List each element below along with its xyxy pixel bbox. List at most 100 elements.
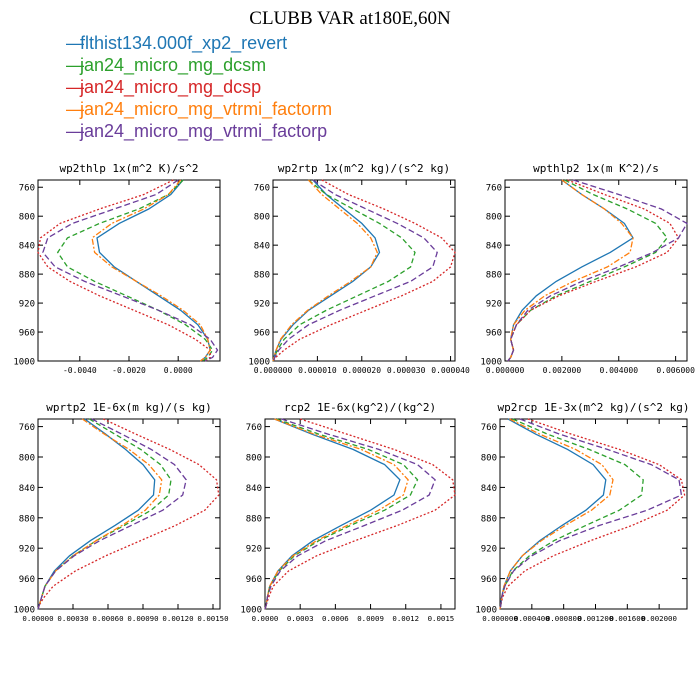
x-tick-label: 0.001200 — [578, 614, 614, 623]
y-tick-label: 920 — [486, 300, 502, 310]
legend-label: flthist134.000f_xp2_revert — [80, 33, 288, 53]
plot-frame — [264, 418, 456, 610]
y-tick-label: 800 — [19, 454, 35, 464]
y-tick-label: 960 — [486, 329, 502, 339]
y-tick-label: 1000 — [475, 606, 497, 616]
series-line — [264, 418, 456, 610]
y-tick-label: 760 — [254, 184, 270, 194]
legend-item: —jan24_micro_mg_vtrmi_factorp — [66, 120, 332, 142]
page-title: CLUBB VAR at180E,60N — [249, 8, 451, 29]
series-line — [507, 179, 634, 362]
series-line — [37, 179, 211, 362]
series-line — [499, 418, 614, 610]
y-tick-label: 840 — [19, 484, 35, 494]
y-tick-label: 960 — [19, 329, 35, 339]
x-tick-label: 0.004000 — [599, 366, 638, 375]
plot-frame — [499, 418, 688, 610]
plot-frame — [37, 179, 221, 362]
legend-swatch: — — [66, 55, 84, 75]
x-tick-label: 0.00150 — [197, 614, 228, 623]
panel-title: wp2rtp 1x(m^2 kg)/(s^2 kg) — [278, 162, 450, 175]
series-line — [507, 179, 680, 362]
chart-panel: rcp2 1E-6x(kg^2)/(kg^2) 760 800 840 880 920 96… — [240, 401, 456, 623]
y-tick-label: 1000 — [240, 606, 262, 616]
x-tick-label: 0.000030 — [387, 366, 426, 375]
x-tick-label: 0.000000 — [486, 366, 525, 375]
legend-item: —jan24_micro_mg_vtrmi_factorm — [66, 98, 332, 120]
legend-swatch: — — [66, 33, 84, 53]
series-line — [42, 179, 219, 362]
series-line — [507, 179, 688, 362]
y-tick-label: 800 — [481, 454, 497, 464]
chart-panel: wpthlp2 1x(m K^2)/s 760 800 840 880 920 960 100… — [480, 162, 695, 375]
series-line — [37, 418, 187, 610]
y-tick-label: 960 — [481, 575, 497, 585]
x-tick-label: 0.002000 — [543, 366, 582, 375]
legend-label: jan24_micro_mg_vtrmi_factorm — [80, 99, 333, 119]
y-tick-label: 800 — [254, 213, 270, 223]
y-tick-label: 1000 — [13, 358, 35, 368]
y-tick-label: 800 — [486, 213, 502, 223]
panel-title: rcp2 1E-6x(kg^2)/(kg^2) — [284, 401, 436, 414]
chart-panel: wp2thlp 1x(m^2 K)/s^2 760 800 840 880 920 960 1… — [13, 162, 221, 375]
x-tick-label: 0.00060 — [92, 614, 123, 623]
legend-label: jan24_micro_mg_dcsp — [80, 77, 262, 97]
legend-item: —jan24_micro_mg_dcsm — [66, 54, 332, 76]
panel-title: wprtp2 1E-6x(m kg)/(s kg) — [46, 401, 212, 414]
legend-item: —flthist134.000f_xp2_revert — [66, 32, 332, 54]
chart-panel: wp2rcp 1E-3x(m^2 kg)/(s^2 kg)760 800 840 88… — [475, 401, 689, 623]
series-line — [264, 418, 409, 610]
x-tick-label: 0.0009 — [357, 614, 384, 623]
panel-title: wp2thlp 1x(m^2 K)/s^2 — [59, 162, 198, 175]
series-line — [272, 179, 438, 362]
series-line — [37, 418, 172, 610]
x-tick-label: 0.000010 — [298, 366, 337, 375]
y-tick-label: 920 — [481, 545, 497, 555]
y-tick-label: 760 — [19, 423, 35, 433]
y-tick-label: 760 — [486, 184, 502, 194]
y-tick-label: 840 — [246, 484, 262, 494]
y-tick-label: 760 — [481, 423, 497, 433]
x-tick-label: 0.000020 — [343, 366, 382, 375]
x-tick-label: 0.0006 — [322, 614, 349, 623]
y-tick-label: 960 — [19, 575, 35, 585]
chart-panel: wp2rtp 1x(m^2 kg)/(s^2 kg) 760 800 840 880 92… — [248, 162, 470, 375]
y-tick-label: 840 — [254, 242, 270, 252]
series-line — [499, 418, 607, 610]
y-tick-label: 880 — [481, 514, 497, 524]
plot-frame — [37, 418, 221, 610]
y-tick-label: 920 — [19, 300, 35, 310]
y-tick-label: 1000 — [248, 358, 270, 368]
y-tick-label: 920 — [254, 300, 270, 310]
y-tick-label: 840 — [19, 242, 35, 252]
y-tick-label: 840 — [486, 242, 502, 252]
panel-title: wpthlp2 1x(m K^2)/s — [533, 162, 659, 175]
y-tick-label: 920 — [246, 545, 262, 555]
series-line — [272, 179, 379, 362]
series-line — [37, 418, 156, 610]
y-tick-label: 1000 — [13, 606, 35, 616]
series-line — [272, 179, 416, 362]
y-tick-label: 880 — [19, 271, 35, 281]
x-tick-label: 0.00030 — [57, 614, 88, 623]
legend-label: jan24_micro_mg_vtrmi_factorp — [80, 121, 328, 141]
series-line — [56, 179, 214, 362]
legend-swatch: — — [66, 99, 84, 119]
chart-panel: wprtp2 1E-6x(m kg)/(s kg) 760 800 840 880 920… — [13, 401, 228, 623]
series-line — [507, 179, 668, 362]
x-tick-label: 0.006000 — [656, 366, 695, 375]
y-tick-label: 880 — [246, 514, 262, 524]
y-tick-label: 760 — [19, 184, 35, 194]
x-tick-label: 0.0012 — [392, 614, 419, 623]
x-tick-label: 0.000000 — [254, 366, 293, 375]
y-tick-label: 960 — [246, 575, 262, 585]
x-tick-label: 0.00090 — [127, 614, 158, 623]
x-tick-label: 0.000000 — [482, 614, 518, 623]
legend-swatch: — — [66, 77, 84, 97]
legend-item: —jan24_micro_mg_dcsp — [66, 76, 332, 98]
legend: —flthist134.000f_xp2_revert —jan24_micro… — [66, 32, 332, 142]
y-tick-label: 920 — [19, 545, 35, 555]
x-tick-label: 0.001600 — [610, 614, 646, 623]
legend-swatch: — — [66, 121, 84, 141]
